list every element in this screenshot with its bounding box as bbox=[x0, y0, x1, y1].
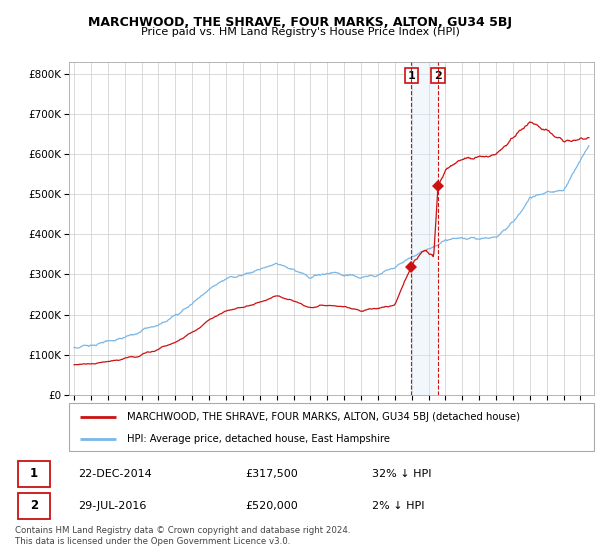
Text: MARCHWOOD, THE SHRAVE, FOUR MARKS, ALTON, GU34 5BJ (detached house): MARCHWOOD, THE SHRAVE, FOUR MARKS, ALTON… bbox=[127, 412, 520, 422]
Bar bbox=[18, 461, 50, 487]
Text: MARCHWOOD, THE SHRAVE, FOUR MARKS, ALTON, GU34 5BJ: MARCHWOOD, THE SHRAVE, FOUR MARKS, ALTON… bbox=[88, 16, 512, 29]
Bar bbox=[411, 62, 438, 395]
Text: 1: 1 bbox=[29, 467, 38, 480]
Text: 29-JUL-2016: 29-JUL-2016 bbox=[79, 501, 147, 511]
Text: 2: 2 bbox=[29, 500, 38, 512]
Text: 32% ↓ HPI: 32% ↓ HPI bbox=[372, 469, 431, 479]
Text: 2: 2 bbox=[434, 71, 442, 81]
Text: 1: 1 bbox=[407, 71, 415, 81]
Text: 22-DEC-2014: 22-DEC-2014 bbox=[79, 469, 152, 479]
Text: £520,000: £520,000 bbox=[245, 501, 298, 511]
Text: 2% ↓ HPI: 2% ↓ HPI bbox=[372, 501, 425, 511]
Text: £317,500: £317,500 bbox=[245, 469, 298, 479]
Text: HPI: Average price, detached house, East Hampshire: HPI: Average price, detached house, East… bbox=[127, 434, 390, 444]
Text: Contains HM Land Registry data © Crown copyright and database right 2024.
This d: Contains HM Land Registry data © Crown c… bbox=[15, 526, 350, 546]
FancyBboxPatch shape bbox=[69, 403, 594, 451]
Text: Price paid vs. HM Land Registry's House Price Index (HPI): Price paid vs. HM Land Registry's House … bbox=[140, 27, 460, 37]
Bar bbox=[18, 493, 50, 519]
